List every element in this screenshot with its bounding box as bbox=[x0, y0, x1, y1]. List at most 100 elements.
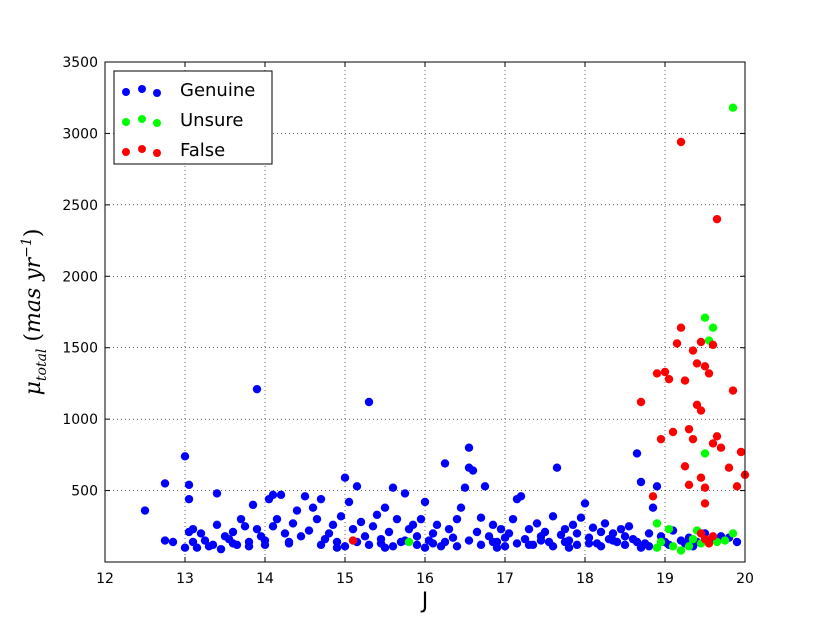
data-point bbox=[608, 536, 618, 545]
data-point bbox=[608, 529, 618, 538]
data-point bbox=[420, 497, 430, 507]
data-point bbox=[376, 539, 386, 548]
data-point bbox=[160, 536, 170, 545]
data-point bbox=[664, 524, 674, 534]
data-point bbox=[392, 514, 402, 524]
ylabel-subscript: total bbox=[34, 349, 50, 382]
data-point bbox=[644, 529, 654, 538]
data-point bbox=[372, 510, 382, 520]
data-point bbox=[700, 313, 710, 322]
data-point bbox=[732, 537, 742, 547]
data-point bbox=[184, 494, 194, 504]
data-point bbox=[672, 339, 682, 348]
legend-marker bbox=[122, 88, 130, 96]
legend-entry-false: False bbox=[122, 140, 225, 161]
x-tick-label: 12 bbox=[96, 571, 114, 587]
y-tick-label: 1000 bbox=[62, 412, 98, 428]
data-point bbox=[700, 483, 710, 492]
data-point bbox=[708, 323, 718, 332]
data-point bbox=[428, 539, 438, 548]
data-point bbox=[548, 542, 558, 551]
x-axis-label: J bbox=[420, 589, 429, 614]
data-point bbox=[440, 459, 450, 468]
x-tick-label: 19 bbox=[656, 571, 674, 587]
data-point bbox=[340, 473, 350, 482]
data-point bbox=[280, 529, 290, 538]
data-point bbox=[692, 359, 702, 368]
data-point bbox=[636, 397, 646, 407]
data-point bbox=[548, 512, 558, 521]
data-point bbox=[664, 374, 674, 384]
data-point bbox=[708, 532, 718, 541]
data-point bbox=[568, 520, 578, 530]
data-point bbox=[140, 506, 150, 515]
ylabel-superscript: −1 bbox=[19, 237, 35, 258]
data-point bbox=[416, 514, 426, 524]
data-point bbox=[696, 406, 706, 415]
data-point bbox=[292, 506, 302, 515]
data-point bbox=[412, 532, 422, 541]
data-point bbox=[580, 499, 590, 508]
data-point bbox=[188, 524, 198, 534]
y-tick-label: 3500 bbox=[62, 55, 98, 71]
data-point bbox=[704, 539, 714, 548]
data-point bbox=[676, 137, 686, 147]
data-point bbox=[432, 520, 442, 530]
data-point bbox=[696, 529, 706, 538]
series-false bbox=[348, 137, 750, 548]
data-point bbox=[196, 529, 206, 538]
svg-text:μtotal (mas yr−1): μtotal (mas yr−1) bbox=[19, 229, 50, 396]
ylabel-paren-close: ) bbox=[21, 229, 46, 238]
data-point bbox=[160, 479, 170, 488]
data-point bbox=[240, 522, 250, 531]
y-tick-label: 2000 bbox=[62, 269, 98, 285]
ylabel-paren-open: ( bbox=[21, 333, 46, 349]
data-point bbox=[600, 519, 610, 528]
data-point bbox=[652, 519, 662, 528]
data-point bbox=[688, 534, 698, 544]
data-point bbox=[676, 323, 686, 332]
data-point bbox=[700, 499, 710, 508]
data-point bbox=[668, 542, 678, 551]
data-point bbox=[180, 543, 190, 552]
data-point bbox=[452, 542, 462, 551]
data-point bbox=[348, 524, 358, 534]
data-point bbox=[332, 543, 342, 552]
data-point bbox=[388, 542, 398, 551]
legend-marker bbox=[122, 118, 130, 126]
legend: Genuine Unsure False bbox=[113, 70, 273, 165]
data-point bbox=[572, 540, 582, 550]
data-point bbox=[464, 536, 474, 545]
legend-marker bbox=[138, 145, 146, 153]
data-point bbox=[700, 449, 710, 458]
legend-entry-genuine: Genuine bbox=[122, 80, 255, 101]
data-point bbox=[368, 522, 378, 531]
legend-label: Genuine bbox=[180, 80, 255, 101]
data-point bbox=[352, 482, 362, 491]
data-point bbox=[696, 473, 706, 482]
legend-marker bbox=[138, 115, 146, 123]
series-genuine bbox=[140, 384, 742, 554]
data-point bbox=[512, 539, 522, 548]
data-point bbox=[184, 480, 194, 490]
data-point bbox=[716, 443, 726, 452]
legend-marker bbox=[153, 119, 161, 127]
data-point bbox=[364, 540, 374, 550]
data-point bbox=[308, 503, 318, 512]
data-point bbox=[476, 513, 486, 522]
data-point bbox=[408, 520, 418, 530]
data-point bbox=[688, 434, 698, 444]
data-point bbox=[632, 449, 642, 458]
data-point bbox=[504, 529, 514, 538]
series-unsure bbox=[404, 103, 738, 555]
x-tick-label: 14 bbox=[256, 571, 274, 587]
legend-marker bbox=[153, 89, 161, 97]
data-point bbox=[260, 540, 270, 550]
data-point bbox=[508, 514, 518, 524]
data-point bbox=[620, 540, 630, 550]
data-point bbox=[336, 512, 346, 521]
data-point bbox=[552, 463, 562, 472]
data-point bbox=[680, 462, 690, 471]
data-point bbox=[464, 443, 474, 452]
data-point bbox=[728, 103, 738, 112]
